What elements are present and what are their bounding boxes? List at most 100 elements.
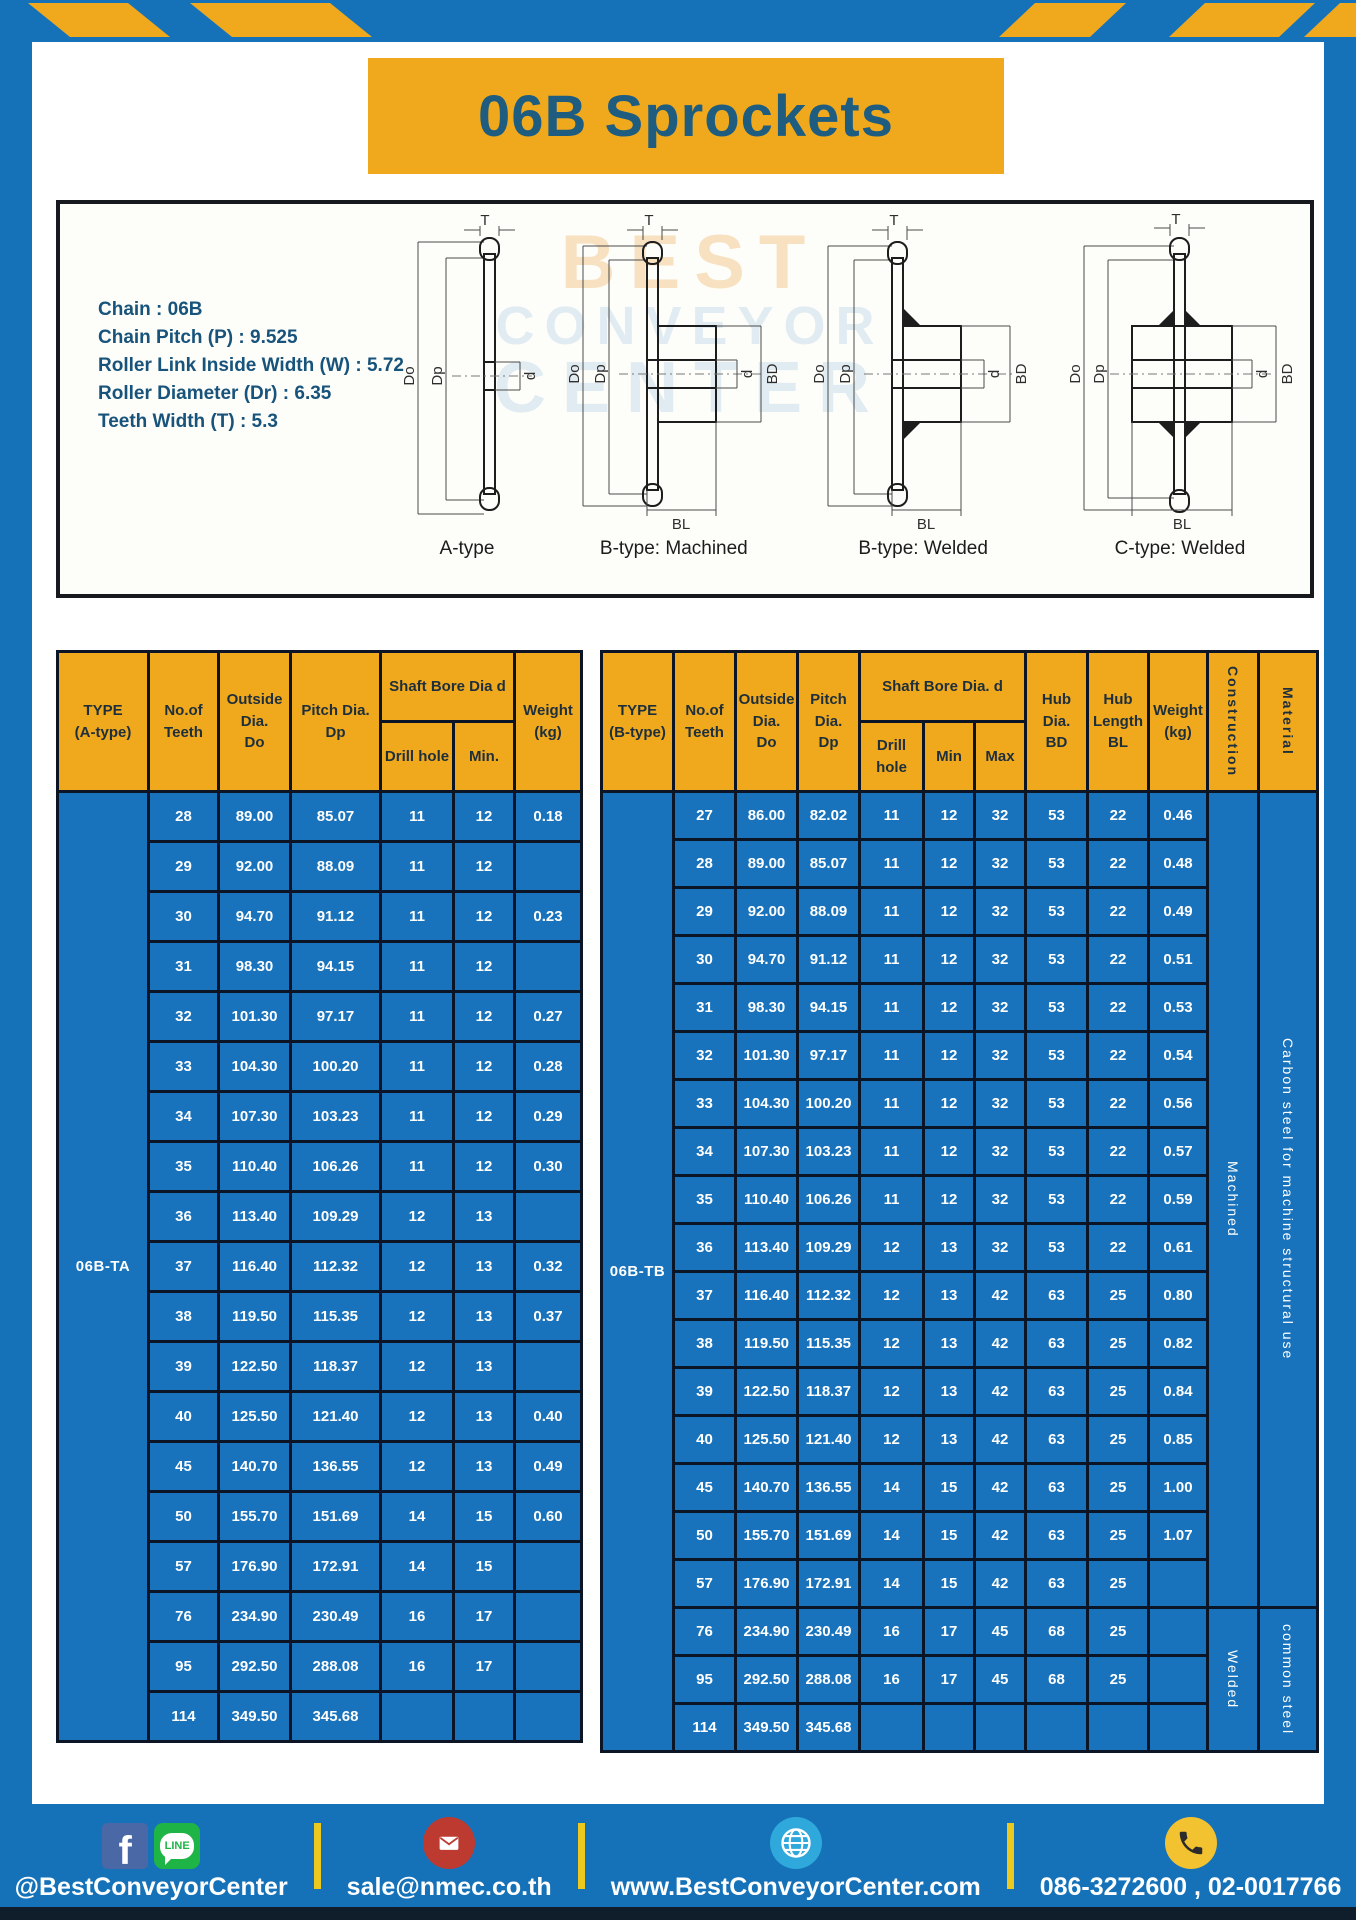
table-row: 57 176.90 172.91 14 15 (58, 1540, 583, 1593)
table-cell: 32 (972, 982, 1028, 1033)
table-cell: 38 (672, 1318, 737, 1369)
table-cell (513, 1340, 583, 1393)
table-cell: 42 (972, 1414, 1028, 1465)
table-cell: 234.90 (217, 1590, 292, 1643)
table-cell: 11 (379, 1090, 455, 1143)
title-banner: 06B Sprockets (368, 58, 1004, 174)
table-cell: 85.07 (289, 790, 382, 843)
table-cell: 45 (972, 1654, 1028, 1705)
table-cell (452, 1690, 516, 1743)
drawing-a-type: T Do Dp d A-type (392, 214, 542, 590)
table-cell: 68 (1024, 1654, 1090, 1705)
table-cell: 97.17 (796, 1030, 861, 1081)
table-cell: 68 (1024, 1606, 1090, 1657)
table-cell: 95 (147, 1640, 220, 1693)
col-header-pitch-dia: Pitch Dia. Dp (796, 650, 861, 793)
table-cell: 22 (1086, 1126, 1151, 1177)
table-cell: 176.90 (217, 1540, 292, 1593)
table-cell: 288.08 (796, 1654, 861, 1705)
table-row: 114 349.50 345.68 (602, 1702, 1318, 1753)
table-row: 39 122.50 118.37 12 13 42 63 25 0.84 (602, 1366, 1318, 1417)
table-cell: 25 (1086, 1654, 1151, 1705)
spec-line: Roller Link Inside Width (W) : 5.72 (98, 355, 404, 376)
table-cell: 32 (972, 1174, 1028, 1225)
dim-label-t: T (1171, 214, 1180, 228)
table-cell: 118.37 (796, 1366, 861, 1417)
table-cell: 63 (1024, 1558, 1090, 1609)
table-cell: 25 (1086, 1606, 1151, 1657)
table-cell: 28 (147, 790, 220, 843)
table-cell: 82.02 (796, 790, 861, 841)
table-cell: 22 (1086, 886, 1151, 937)
table-cell: 104.30 (217, 1040, 292, 1093)
table-row: 50 155.70 151.69 14 15 0.60 (58, 1490, 583, 1543)
table-cell: 17 (922, 1654, 976, 1705)
table-cell: 292.50 (734, 1654, 799, 1705)
dim-label-bl: BL (916, 516, 934, 533)
table-cell (972, 1702, 1028, 1753)
table-cell: 12 (452, 1140, 516, 1193)
table-cell: 85.07 (796, 838, 861, 889)
table-cell: 25 (1086, 1510, 1151, 1561)
table-cell: 25 (1086, 1318, 1151, 1369)
dim-label-do: Do (566, 364, 583, 383)
table-cell: 30 (672, 934, 737, 985)
drawing-b-type-welded: T BL Do Dp d BD B-type: Welded (806, 214, 1041, 590)
table-cell: 89.00 (217, 790, 292, 843)
table-cell: 53 (1024, 790, 1090, 841)
table-row: 57 176.90 172.91 14 15 42 63 25 (602, 1558, 1318, 1609)
table-cell: 349.50 (217, 1690, 292, 1743)
table-cell: 39 (672, 1366, 737, 1417)
table-cell: 0.57 (1147, 1126, 1210, 1177)
table-cell: 12 (858, 1222, 925, 1273)
table-cell: 0.61 (1147, 1222, 1210, 1273)
table-cell: 32 (972, 1078, 1028, 1129)
footer-phone-group: 086-3272600 , 02-0017766 (1040, 1810, 1341, 1902)
table-cell: 12 (452, 940, 516, 993)
table-cell: 106.26 (796, 1174, 861, 1225)
table-cell: 91.12 (796, 934, 861, 985)
table-cell: 12 (922, 1174, 976, 1225)
table-row: 76 234.90 230.49 16 17 (58, 1590, 583, 1643)
footer-divider (313, 1822, 321, 1889)
table-cell: 13 (922, 1366, 976, 1417)
table-cell: 25 (1086, 1366, 1151, 1417)
table-cell: 12 (922, 838, 976, 889)
table-cell: 76 (147, 1590, 220, 1643)
table-row: 45 140.70 136.55 14 15 42 63 25 1.00 (602, 1462, 1318, 1513)
line-icon: LINE (154, 1822, 201, 1869)
dim-label-t: T (480, 214, 489, 229)
table-cell: 13 (452, 1240, 516, 1293)
table-cell: 53 (1024, 1222, 1090, 1273)
table-cell: 63 (1024, 1462, 1090, 1513)
table-cell: 230.49 (289, 1590, 382, 1643)
drawing-caption: A-type (439, 538, 495, 559)
table-cell: 22 (1086, 1078, 1151, 1129)
footer-social-group: f LINE @BestConveyorCenter (15, 1810, 288, 1902)
table-cell: 15 (922, 1510, 976, 1561)
dim-label-bl: BL (1173, 516, 1191, 533)
b-type-machined-drawing: T BL Do Dp d BD (566, 214, 781, 533)
table-row: 35 110.40 106.26 11 12 0.30 (58, 1140, 583, 1193)
col-header-type: TYPE (B-type) (600, 650, 675, 793)
table-cell: 13 (922, 1222, 976, 1273)
table-cell: 27 (672, 790, 737, 841)
table-cell: 109.29 (289, 1190, 382, 1243)
band-stripe (1169, 3, 1315, 37)
table-cell: 136.55 (289, 1440, 382, 1493)
table-cell: 53 (1024, 838, 1090, 889)
facebook-icon: f (102, 1822, 149, 1869)
col-header-min: Min. (452, 720, 516, 793)
table-cell: 11 (379, 890, 455, 943)
table-cell: 17 (922, 1606, 976, 1657)
table-cell: 15 (452, 1490, 516, 1543)
table-cell: 53 (1024, 886, 1090, 937)
table-cell: 11 (379, 1040, 455, 1093)
table-row: 40 125.50 121.40 12 13 0.40 (58, 1390, 583, 1443)
table-cell: 11 (858, 886, 925, 937)
table-cell: 13 (452, 1340, 516, 1393)
table-row: 34 107.30 103.23 11 12 0.29 (58, 1090, 583, 1143)
table-cell: 94.15 (796, 982, 861, 1033)
table-cell: 345.68 (289, 1690, 382, 1743)
